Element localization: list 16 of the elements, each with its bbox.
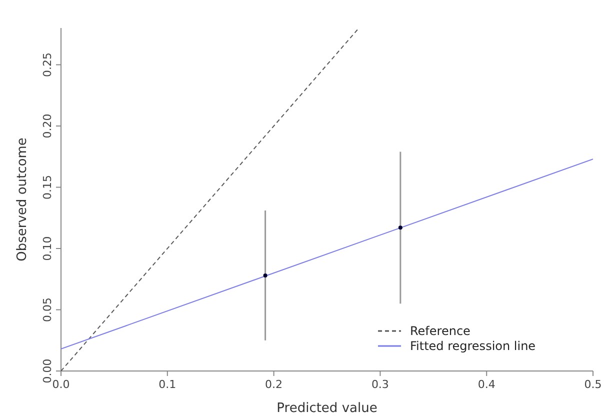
y-tick-label: 0.15 — [41, 175, 54, 200]
y-tick-label: 0.20 — [41, 114, 54, 138]
y-tick-label: 0.05 — [41, 298, 54, 322]
legend-label: Fitted regression line — [410, 339, 536, 353]
y-tick-label: 0.25 — [41, 52, 54, 77]
y-axis-title: Observed outcome — [15, 138, 30, 262]
x-tick-label: 0.4 — [478, 378, 496, 391]
x-tick-label: 0.0 — [52, 378, 70, 391]
x-axis-title: Predicted value — [276, 401, 378, 416]
y-tick-label: 0.00 — [41, 358, 54, 384]
x-tick-label: 0.1 — [158, 378, 176, 391]
legend-label: Reference — [410, 324, 470, 338]
y-tick-label: 0.10 — [41, 236, 54, 261]
x-tick-label: 0.2 — [265, 378, 283, 391]
x-tick-label: 0.3 — [371, 378, 389, 391]
x-tick-label: 0.5 — [584, 378, 602, 391]
